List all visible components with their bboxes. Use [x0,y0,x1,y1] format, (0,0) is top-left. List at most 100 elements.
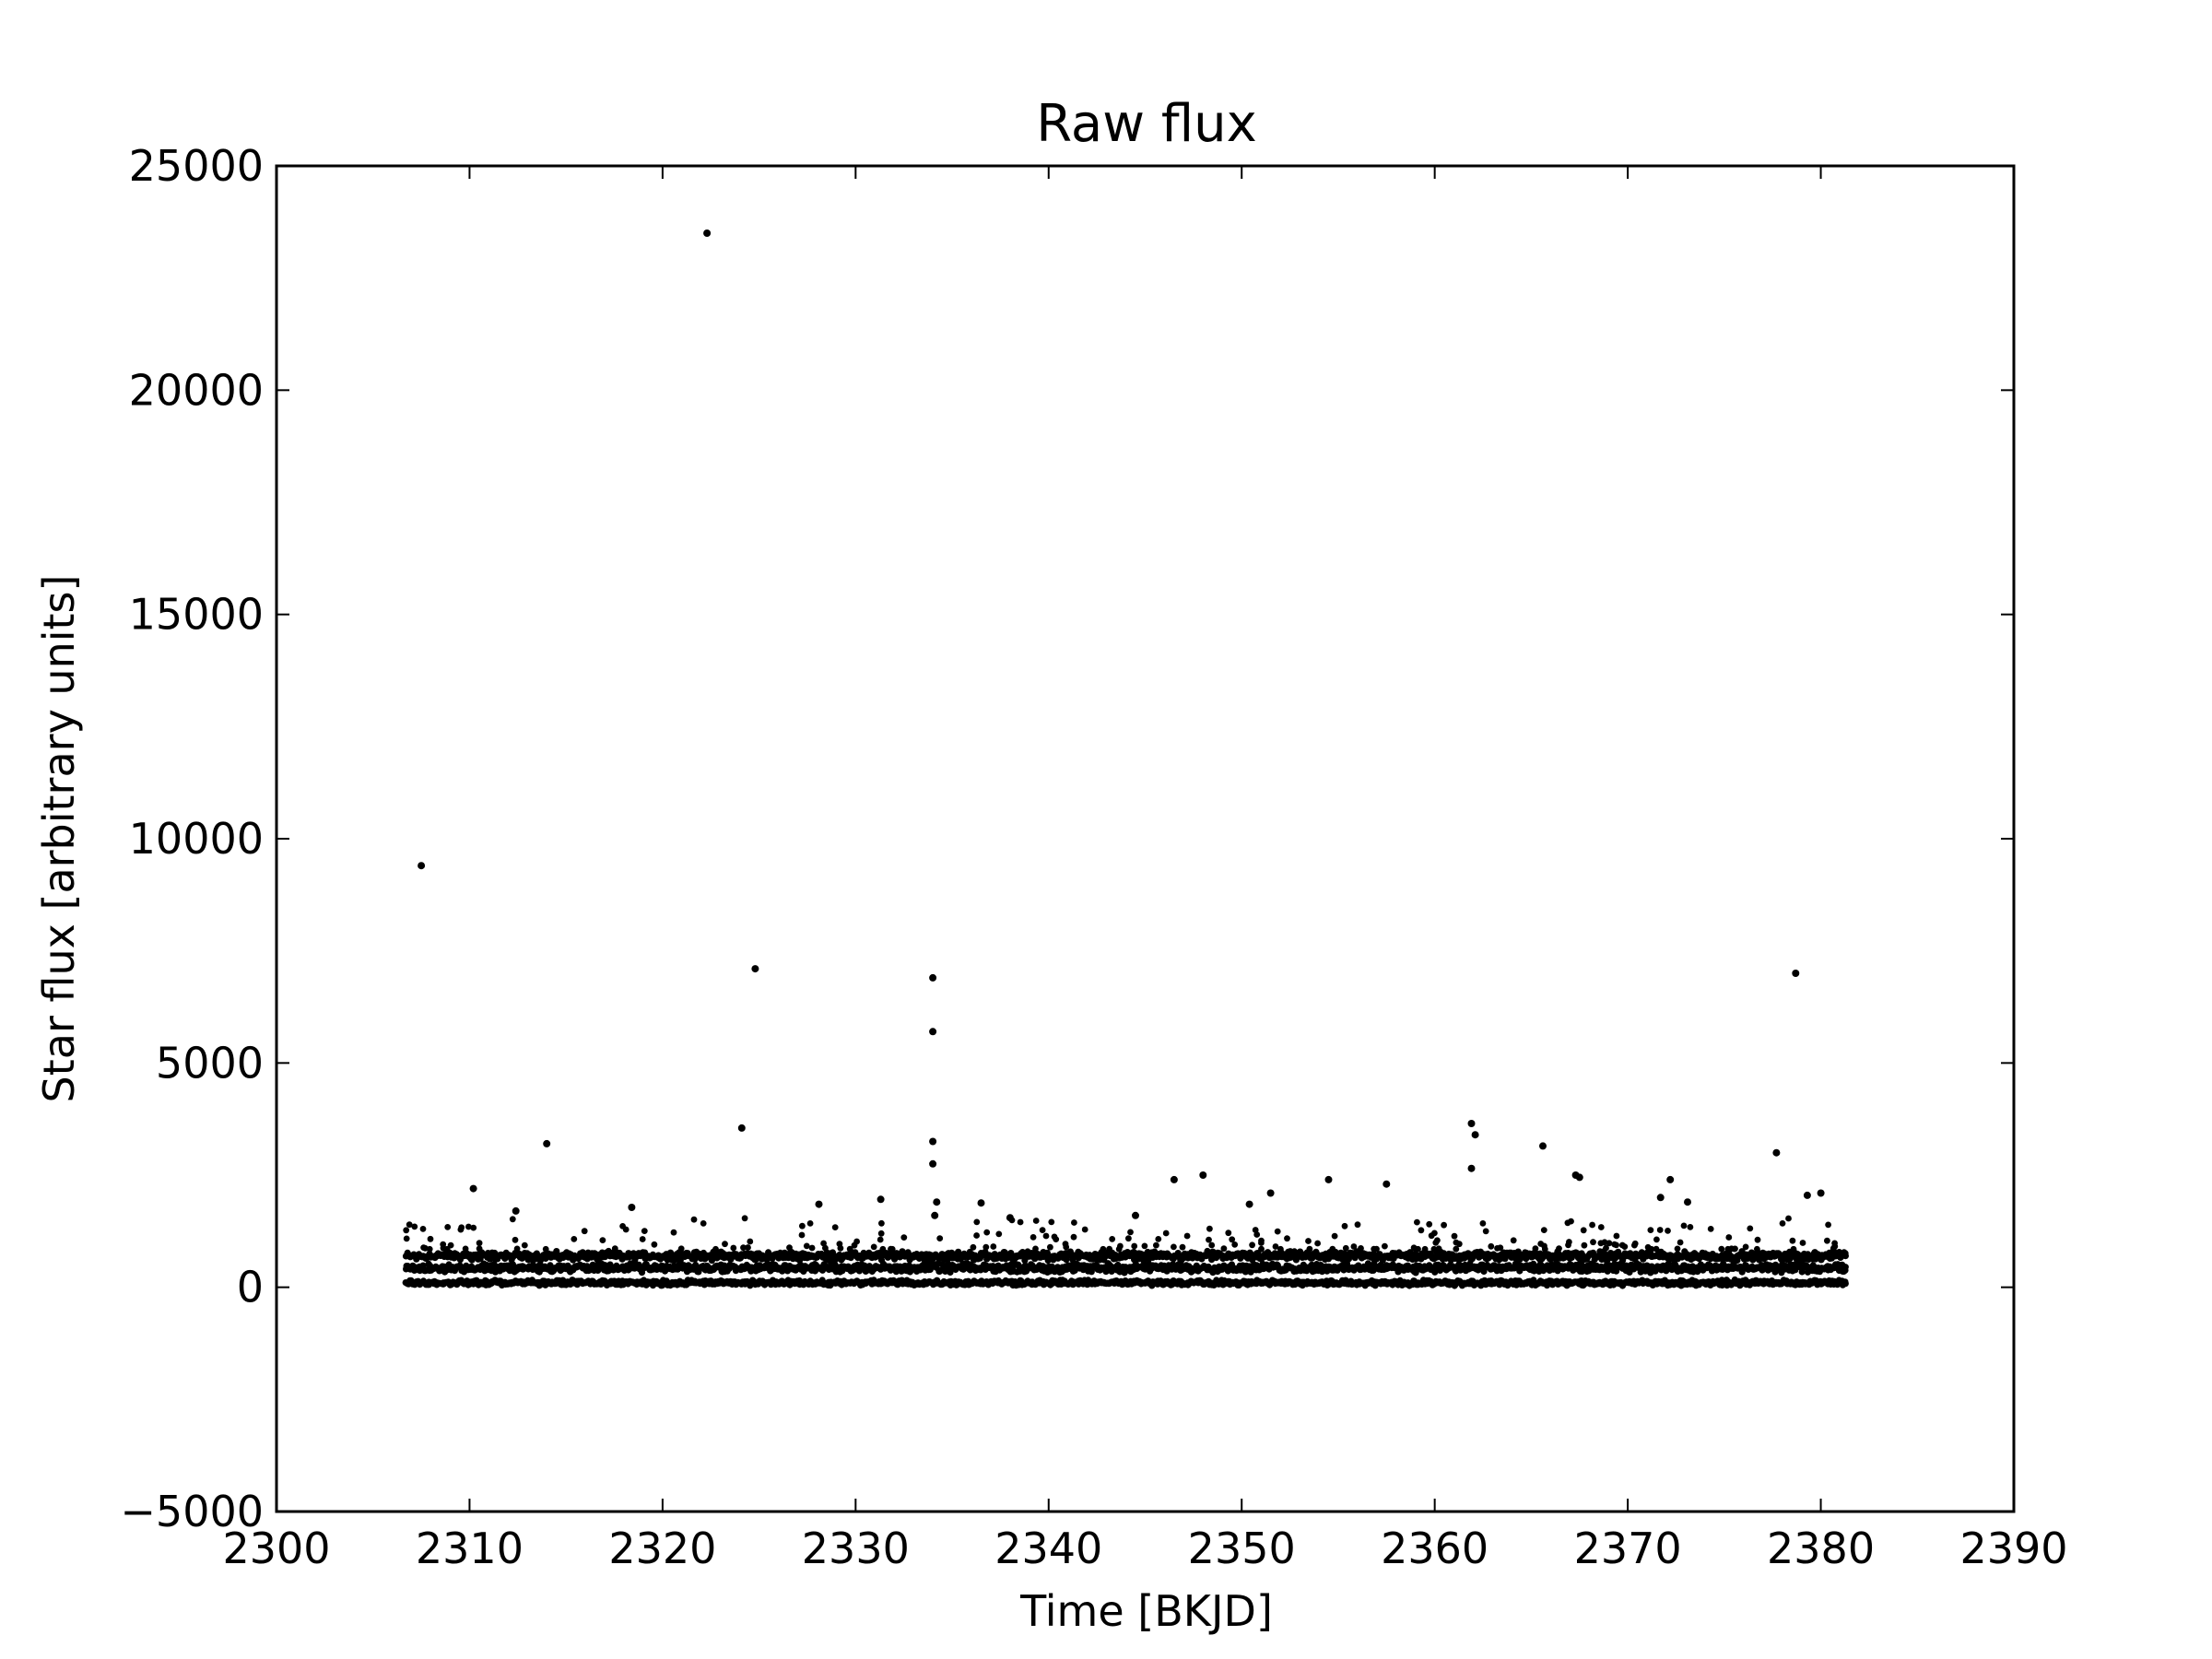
data-point [1048,1218,1055,1226]
outlier-point [512,1206,520,1215]
data-point [512,1236,519,1243]
data-point [1482,1228,1489,1235]
outlier-point [1266,1189,1275,1197]
data-point [745,1244,751,1251]
data-point [1071,1219,1077,1226]
data-point [1081,1226,1088,1233]
data-point [1580,1227,1587,1234]
outlier-point [1471,1131,1479,1139]
data-point [1674,1245,1681,1253]
data-point [1831,1240,1838,1247]
data-point [1331,1232,1338,1240]
data-point [1277,1245,1284,1253]
data-point [983,1229,991,1236]
data-point [1415,1245,1421,1253]
chart-title: Raw flux [1036,94,1257,154]
data-point [1785,1215,1792,1222]
data-point [1789,1237,1796,1244]
data-point [1631,1241,1638,1249]
outlier-point [1656,1194,1665,1202]
data-point [1754,1236,1761,1243]
data-point [1342,1244,1349,1252]
data-point [1252,1227,1259,1233]
data-point [403,1227,410,1234]
data-point [1017,1218,1024,1226]
data-point [542,1245,549,1253]
data-point [1653,1245,1660,1253]
outlier-point [877,1195,885,1204]
data-point [1432,1239,1440,1246]
data-point [677,1245,685,1253]
data-point [1479,1220,1487,1227]
outlier-point [1467,1164,1476,1172]
data-point [599,1237,606,1243]
data-point [1644,1243,1652,1251]
data-point [808,1244,816,1252]
data-point [1032,1245,1039,1253]
data-point [611,1245,618,1253]
data-point [1790,1245,1797,1253]
x-tick-label: 2320 [608,1524,716,1573]
data-point [786,1244,793,1252]
data-point [1426,1220,1433,1228]
outlier-point [737,1124,746,1132]
data-point [700,1220,707,1227]
data-point [1556,1245,1562,1252]
data-point [411,1223,418,1230]
data-point [571,1236,578,1242]
outlier-point [931,1211,939,1219]
data-point [1601,1239,1608,1246]
data-point [403,1235,410,1242]
data-point [476,1240,483,1247]
data-point [1725,1234,1733,1241]
data-point [1070,1233,1077,1241]
data-point [1441,1221,1447,1229]
outlier-point [929,1159,937,1168]
data-point [1155,1236,1162,1242]
data-point [1430,1245,1438,1253]
data-point [1350,1243,1358,1250]
outlier-point [929,973,937,982]
data-point [1431,1268,1439,1276]
data-point [1799,1240,1806,1246]
data-point [1742,1243,1749,1251]
data-point [1747,1225,1754,1232]
outlier-point [1792,970,1800,977]
data-point [1414,1218,1420,1226]
data-point [1718,1245,1725,1253]
data-point [1621,1243,1629,1250]
data-point [973,1232,980,1239]
data-point [1329,1245,1336,1253]
data-point [990,1243,997,1250]
outlier-point [543,1139,551,1147]
data-point [1656,1227,1664,1233]
data-point [877,1236,884,1243]
y-tick-label: 5000 [156,1038,264,1088]
outlier-point [1245,1200,1253,1208]
data-point [420,1244,427,1251]
data-point [822,1244,829,1252]
outlier-point [1467,1120,1476,1127]
y-tick-label: 20000 [129,365,264,415]
data-point [1171,1243,1177,1251]
data-point [1231,1241,1239,1248]
data-point [708,1257,716,1265]
data-point [877,1230,885,1237]
data-point [879,1245,887,1253]
data-point [1179,1243,1186,1251]
outlier-point [1817,1189,1825,1197]
data-points [402,229,1849,1289]
data-point [1305,1238,1312,1244]
data-point [803,1242,810,1250]
data-point [619,1223,626,1230]
data-point [1647,1227,1654,1233]
y-axis-label: Star flux [arbitrary units] [34,575,84,1103]
data-point [462,1245,469,1253]
data-point [1707,1226,1714,1232]
data-point [1109,1236,1116,1242]
data-point [888,1245,896,1253]
data-point [1225,1230,1232,1237]
data-point [1453,1245,1460,1253]
